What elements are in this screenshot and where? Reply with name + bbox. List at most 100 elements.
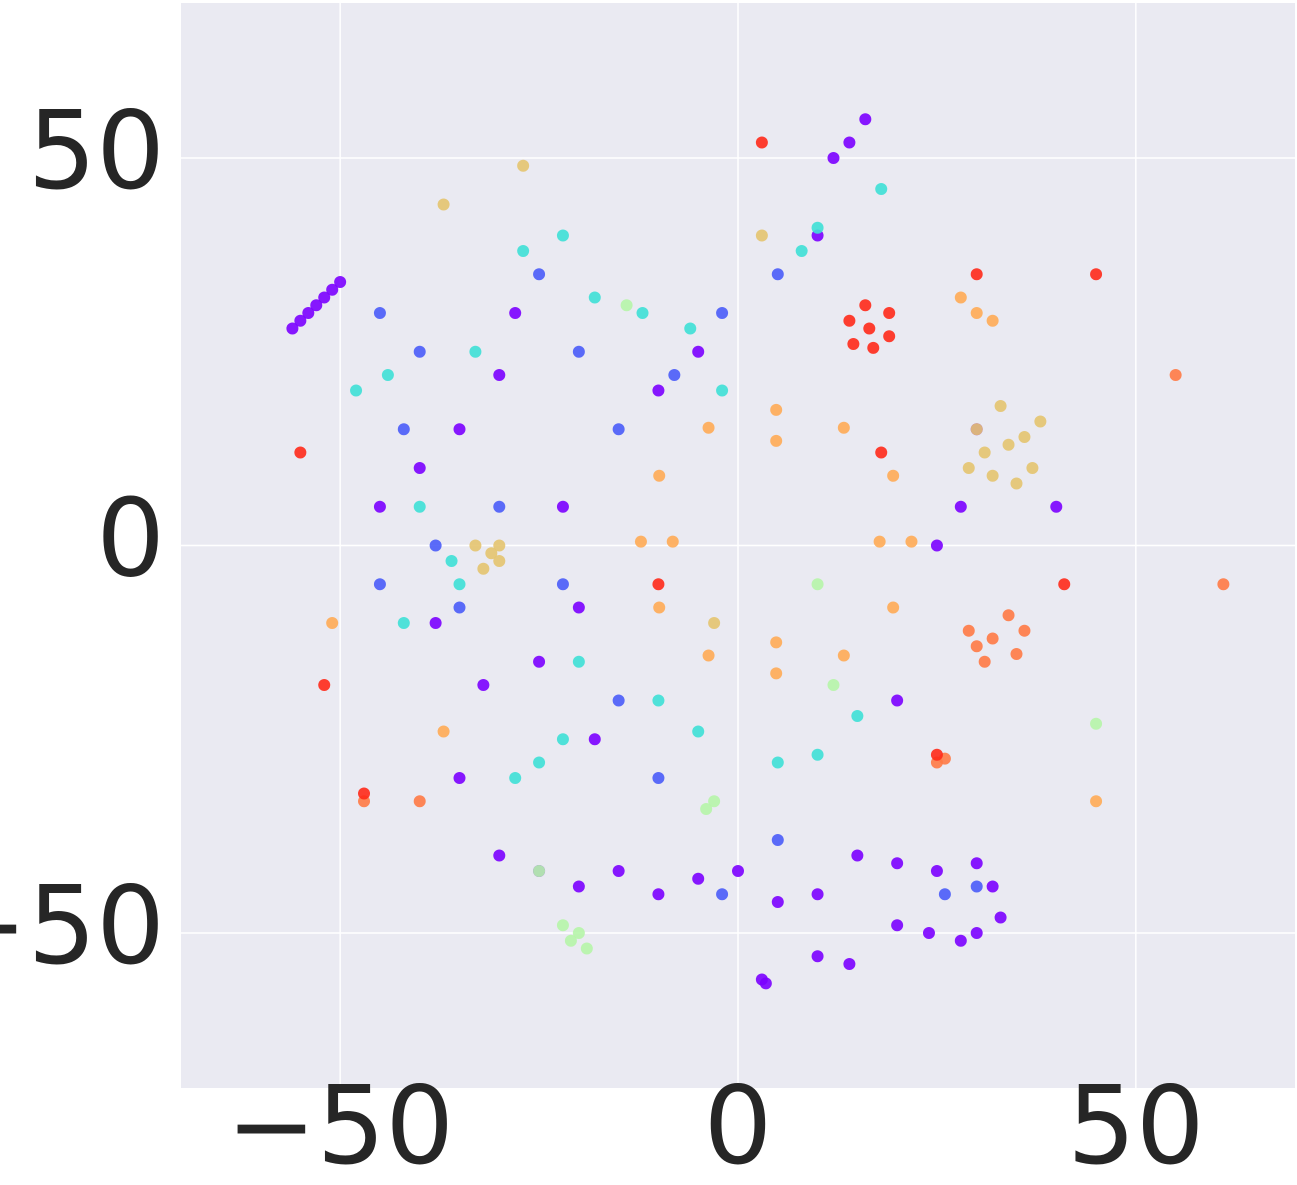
- point: [429, 617, 442, 629]
- point: [572, 601, 585, 614]
- point: [318, 291, 331, 304]
- point: [986, 469, 999, 482]
- point: [970, 640, 983, 653]
- point: [978, 446, 991, 459]
- point: [970, 307, 983, 319]
- point: [326, 283, 339, 296]
- point: [755, 229, 768, 242]
- point: [970, 268, 983, 281]
- point: [905, 535, 918, 548]
- point: [1050, 500, 1063, 513]
- point: [1002, 438, 1015, 451]
- point: [843, 136, 856, 149]
- point: [1058, 578, 1071, 591]
- point: [1090, 268, 1103, 281]
- point: [887, 601, 900, 614]
- point: [811, 950, 824, 963]
- point: [556, 733, 569, 746]
- point: [770, 403, 783, 416]
- point: [859, 113, 872, 126]
- point: [1018, 431, 1031, 443]
- point: [653, 469, 666, 482]
- point: [666, 535, 679, 548]
- point: [837, 421, 850, 434]
- point: [588, 291, 601, 304]
- point: [413, 345, 426, 358]
- point: [1010, 648, 1023, 660]
- point: [493, 849, 506, 862]
- point: [413, 462, 426, 474]
- point: [453, 578, 466, 591]
- point: [612, 694, 625, 707]
- point: [851, 849, 864, 862]
- point: [1217, 578, 1230, 591]
- point: [652, 384, 665, 397]
- y-tick-label: 0: [96, 476, 165, 601]
- point: [397, 423, 410, 436]
- point: [413, 500, 426, 513]
- point: [692, 345, 705, 358]
- point: [294, 446, 307, 459]
- point: [533, 268, 546, 281]
- point: [533, 756, 546, 769]
- point: [986, 632, 999, 645]
- point: [970, 423, 983, 436]
- point: [700, 803, 713, 815]
- point: [533, 865, 546, 877]
- point: [572, 345, 585, 358]
- point: [771, 834, 784, 846]
- point: [954, 500, 967, 513]
- point: [811, 888, 824, 901]
- point: [891, 694, 904, 707]
- point: [771, 756, 784, 769]
- point: [572, 880, 585, 893]
- point: [770, 636, 783, 649]
- point: [811, 748, 824, 761]
- point: [1034, 415, 1047, 428]
- point: [493, 555, 506, 567]
- point: [759, 977, 772, 990]
- point: [859, 299, 872, 312]
- point: [843, 314, 856, 327]
- point: [930, 539, 943, 552]
- point: [771, 268, 784, 281]
- point: [755, 136, 768, 149]
- point: [851, 710, 864, 722]
- point: [891, 919, 904, 932]
- point: [437, 725, 450, 738]
- point: [1090, 717, 1103, 730]
- point: [453, 423, 466, 436]
- point: [938, 888, 951, 901]
- point: [863, 322, 876, 335]
- point: [970, 927, 983, 939]
- point: [556, 229, 569, 242]
- point: [397, 617, 410, 629]
- point: [1018, 624, 1031, 637]
- point: [453, 772, 466, 784]
- point: [373, 307, 386, 319]
- point: [770, 667, 783, 680]
- point: [572, 927, 585, 939]
- x-tick-label: −50: [226, 1064, 454, 1185]
- point: [437, 198, 450, 211]
- point: [556, 919, 569, 932]
- point: [716, 384, 729, 397]
- y-tick-label: 50: [28, 89, 165, 214]
- point: [517, 159, 530, 172]
- point: [652, 888, 665, 901]
- point: [891, 857, 904, 870]
- point: [294, 314, 307, 327]
- point: [771, 896, 784, 908]
- point: [954, 934, 967, 947]
- point: [318, 679, 331, 691]
- point: [970, 857, 983, 870]
- point: [962, 462, 975, 474]
- point: [477, 562, 490, 575]
- point: [572, 655, 585, 668]
- point: [930, 748, 943, 761]
- point: [702, 649, 715, 662]
- point: [588, 733, 601, 746]
- point: [477, 679, 490, 691]
